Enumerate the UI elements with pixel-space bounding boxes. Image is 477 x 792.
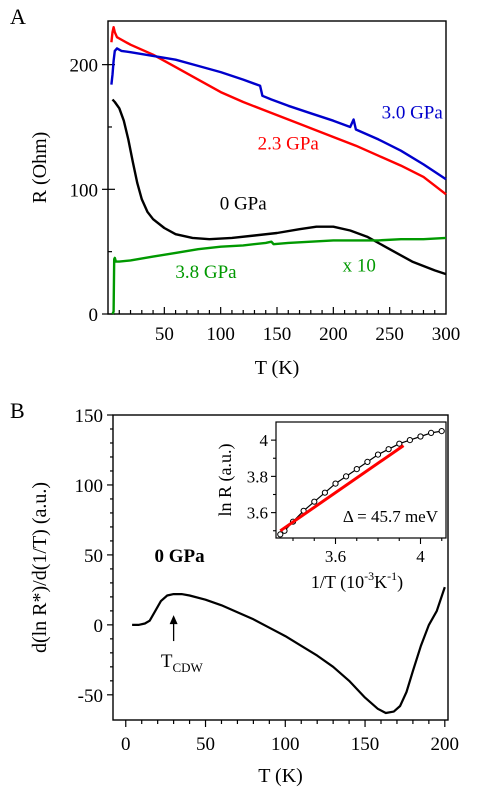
chart-a-frame [107,20,447,315]
inset-y-tick-label: 4 [260,431,269,450]
inset-data-point [396,440,403,447]
inset-y-tick-label: 3.8 [247,467,268,486]
inset-data-point [385,446,392,453]
tcdw-label-main: T [161,651,173,672]
chart-a-x-tick-label: 300 [432,324,461,345]
chart-b-y-tick-label: 100 [75,476,104,497]
inset-y-axis-title: ln R (a.u.) [215,444,236,517]
inset-y-tick-label: 3.6 [247,504,268,523]
inset-x-title-unit: K [374,572,387,592]
chart-a-series-label: 3.8 GPa [175,262,237,283]
chart-b-frame [112,414,449,721]
chart-a-y-tick-label: 100 [70,180,99,201]
panel-label-a: A [10,4,26,29]
chart-a-series-line [110,47,447,181]
inset-x-title-base: 1/T (10 [311,572,364,593]
inset-x-title-close: ) [397,572,403,593]
chart-a-y-tick-label: 200 [70,56,99,77]
chart-b-inset: 3.6 4 3.6 3.8 4 1/T (10-3K-1) ln R (a.u.) Δ = 4… [215,421,447,593]
inset-data-point [374,451,382,458]
inset-data-point [406,437,413,444]
chart-a-series-label: 2.3 GPa [258,133,320,154]
inset-data-point [364,458,371,465]
inset-data-point [343,473,350,480]
chart-a: 50 100 150 200 250 300 0 100 200 T (K) R (Ohm) 0 GP… [29,20,461,379]
chart-a-y-tick-label: 0 [89,305,99,326]
inset-x-title-exp: -3 [364,569,374,583]
chart-b-x-tick-label: 50 [196,734,215,755]
chart-a-y-axis-title: R (Ohm) [29,132,51,204]
chart-a-series-label: x 10 [343,256,376,277]
chart-a-x-tick-label: 150 [263,324,292,345]
inset-data-point [277,531,284,538]
chart-a-series-line [111,98,447,276]
inset-fit-line [279,444,405,533]
chart-b-x-tick-label: 150 [351,734,380,755]
inset-x-title-unit-exp: -1 [387,569,397,583]
tcdw-arrow-head [169,615,178,625]
inset-frame [275,421,447,539]
inset-data-point [321,489,328,496]
chart-a-x-tick-label: 250 [375,324,404,345]
chart-a-series-label: 0 GPa [220,193,268,214]
inset-data-point [311,498,318,505]
chart-b-y-tick-label: 150 [75,406,104,427]
chart-b-y-axis-title: d(ln R*)/d(1/T) (a.u.) [29,482,51,653]
tcdw-label: TCDW [161,651,204,675]
inset-data-point [417,433,424,440]
chart-a-x-tick-label: 200 [319,324,348,345]
chart-b-series-line [132,586,446,715]
chart-a-x-tick-label: 50 [155,324,174,345]
chart-a-x-axis-title: T (K) [255,357,300,379]
chart-a-series-line [110,26,447,196]
chart-b: 0 50 100 150 200 -50 0 50 100 150 T (K) d(ln R*)/d(… [29,406,459,787]
chart-b-x-tick-label: 100 [271,734,300,755]
inset-gap-annotation: Δ = 45.7 meV [343,507,439,526]
inset-data-point [332,480,339,487]
chart-a-series-label: 3.0 GPa [382,102,444,123]
chart-a-x-tick-label: 100 [206,324,235,345]
tcdw-label-sub: CDW [172,660,203,675]
inset-data-point [428,429,435,436]
chart-b-x-tick-label: 0 [121,734,131,755]
inset-x-tick-label: 4 [416,547,425,566]
chart-b-x-tick-label: 200 [431,734,460,755]
chart-a-series-line [111,236,447,315]
chart-b-pressure-label: 0 GPa [154,546,205,567]
inset-x-axis-title: 1/T (10-3K-1) [311,569,403,593]
inset-data-point [353,466,360,473]
chart-b-y-tick-label: -50 [78,686,103,707]
inset-x-tick-label: 3.6 [325,547,346,566]
inset-data-point [438,428,445,435]
chart-b-x-axis-title: T (K) [258,765,303,787]
chart-b-y-tick-label: 50 [84,546,103,567]
panel-label-b: B [10,398,25,423]
chart-b-y-tick-label: 0 [94,616,104,637]
